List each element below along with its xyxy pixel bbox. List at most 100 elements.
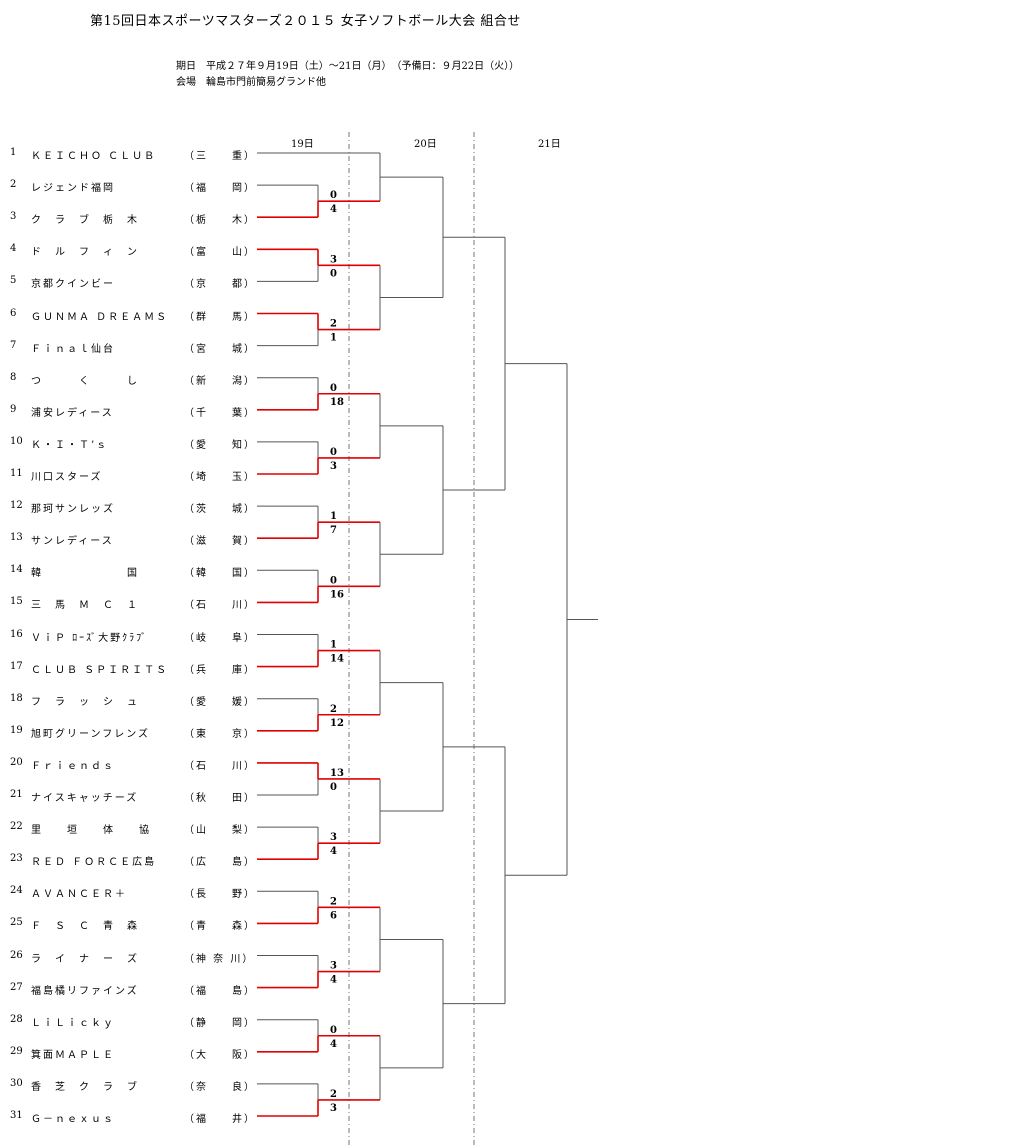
team-prefecture: （千 葉）	[184, 407, 256, 419]
score-top: 0	[330, 190, 337, 201]
day-label-20: 20日	[414, 139, 437, 150]
team-number: 10	[10, 435, 23, 447]
team-name: 那珂サンレッズ	[31, 504, 115, 516]
team-number: 14	[10, 564, 23, 576]
team-number: 29	[10, 1045, 23, 1057]
score-top: 3	[330, 832, 337, 843]
team-number: 22	[10, 821, 23, 833]
score-top: 2	[330, 319, 337, 330]
team-prefecture: （三 重）	[184, 151, 256, 162]
team-prefecture: （神 奈 川）	[184, 953, 255, 965]
score-bottom: 14	[330, 654, 344, 665]
team-prefecture: （福 岡）	[184, 183, 256, 195]
team-number: 4	[10, 243, 17, 255]
page-title: 第15回日本スポーツマスターズ２０１５ 女子ソフトボール大会 組合せ	[90, 14, 521, 29]
team-name: Ｆｒｉｅｎｄｓ	[31, 760, 115, 772]
team-name: 川口スターズ	[31, 472, 103, 483]
score-top: 2	[330, 896, 337, 907]
team-name: 福島橘リファインズ	[31, 985, 139, 997]
team-prefecture: （岐 阜）	[184, 632, 256, 644]
team-prefecture: （京 都）	[184, 279, 256, 291]
team-prefecture: （福 井）	[184, 1114, 256, 1125]
team-name: Ｇ－ｎｅｘｕｓ	[31, 1114, 115, 1125]
team-name: Ｆｉｎａｌ仙台	[31, 343, 115, 355]
score-bottom: 6	[330, 910, 337, 921]
day-label-19: 19日	[291, 139, 314, 150]
team-number: 2	[10, 179, 17, 191]
team-prefecture: （宮 城）	[184, 343, 256, 355]
score-top: 13	[330, 768, 344, 779]
team-prefecture: （長 野）	[184, 889, 256, 901]
team-number: 26	[10, 949, 23, 961]
team-prefecture: （石 川）	[184, 760, 256, 772]
team-number: 9	[10, 403, 17, 415]
team-name: 浦安レディース	[31, 407, 114, 419]
score-top: 0	[330, 383, 337, 394]
team-number: 6	[10, 307, 17, 319]
score-top: 2	[330, 704, 337, 715]
team-name: つ く し	[31, 375, 139, 387]
team-name: ラ イ ナ ー ズ	[31, 953, 139, 965]
team-number: 30	[10, 1077, 23, 1089]
team-prefecture: （愛 媛）	[184, 696, 256, 708]
team-name: Ｆ Ｓ Ｃ 青 森	[31, 921, 139, 933]
team-prefecture: （栃 木）	[184, 215, 256, 227]
score-bottom: 3	[330, 461, 337, 472]
team-name: レジェンド福岡	[31, 183, 115, 195]
team-number: 25	[10, 917, 23, 929]
event-venue: 会場 輪島市門前簡易グランド他	[176, 77, 326, 88]
team-number: 18	[10, 692, 23, 704]
team-prefecture: （広 島）	[184, 857, 256, 869]
score-top: 2	[330, 1089, 337, 1100]
team-name: ド ル フ ィ ン	[31, 247, 139, 259]
day-label-21: 21日	[538, 139, 561, 150]
score-top: 0	[330, 447, 337, 458]
team-number: 20	[10, 756, 23, 768]
team-prefecture: （兵 庫）	[184, 664, 256, 676]
score-bottom: 0	[330, 782, 337, 793]
score-bottom: 4	[330, 1039, 337, 1050]
team-number: 1	[10, 147, 17, 158]
team-number: 16	[10, 628, 23, 640]
team-name: 里 垣 体 協	[31, 825, 151, 837]
team-prefecture: （山 梨）	[184, 825, 256, 837]
team-prefecture: （石 川）	[184, 600, 256, 612]
team-name: Ｋ・Ｉ・Ｔ’ｓ	[31, 439, 109, 451]
team-prefecture: （静 岡）	[184, 1017, 256, 1029]
team-name: 香 芝 ク ラ ブ	[31, 1081, 139, 1093]
team-name: ＧＵＮＭＡ ＤＲＥＡＭＳ	[31, 311, 169, 323]
team-prefecture: （韓 国）	[184, 568, 256, 580]
team-name: ＶｉＰ ﾛｰｽﾞ大野ｸﾗﾌﾞ	[31, 632, 149, 644]
score-bottom: 4	[330, 846, 337, 857]
score-bottom: 12	[330, 718, 344, 729]
team-name: ナイスキャッチーズ	[31, 793, 139, 804]
team-prefecture: （大 阪）	[184, 1049, 256, 1061]
team-number: 21	[10, 789, 23, 800]
team-number: 28	[10, 1013, 23, 1025]
team-name: ＫＥＩＣＨＯ ＣＬＵＢ	[31, 151, 157, 162]
team-prefecture: （愛 知）	[184, 439, 256, 451]
team-number: 23	[10, 853, 23, 865]
team-name: 京都クインビー	[31, 279, 115, 291]
score-bottom: 16	[330, 589, 344, 600]
team-number: 8	[10, 371, 17, 383]
score-top: 1	[330, 640, 337, 651]
team-prefecture: （新 潟）	[184, 375, 256, 387]
team-name: ＣＬＵＢ ＳＰＩＲＩＴＳ	[31, 664, 169, 676]
team-name: ク ラ ブ 栃 木	[31, 215, 139, 227]
score-bottom: 0	[330, 268, 337, 279]
score-bottom: 18	[330, 397, 344, 408]
team-prefecture: （秋 田）	[184, 793, 256, 804]
score-bottom: 4	[330, 975, 337, 986]
score-bottom: 7	[330, 525, 337, 536]
team-number: 7	[10, 339, 17, 351]
team-prefecture: （奈 良）	[184, 1081, 256, 1093]
team-name: ＡＶＡＮＣＥＲ＋	[31, 889, 127, 901]
team-name: ＬｉＬｉｃｋｙ	[31, 1017, 115, 1029]
score-top: 0	[330, 1025, 337, 1036]
team-prefecture: （埼 玉）	[184, 472, 256, 483]
team-number: 17	[10, 660, 23, 672]
team-number: 12	[10, 500, 23, 512]
team-number: 3	[10, 211, 17, 223]
